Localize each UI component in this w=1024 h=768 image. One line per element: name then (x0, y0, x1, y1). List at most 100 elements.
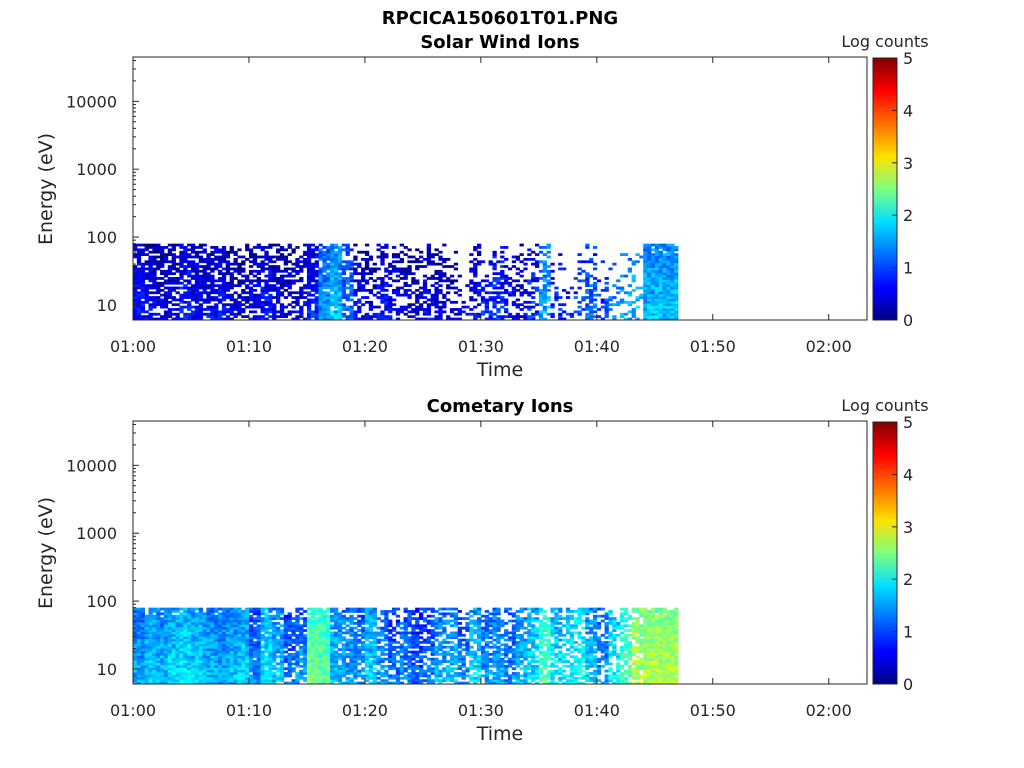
heatmap-cell (167, 657, 173, 661)
heatmap-cell (666, 269, 671, 273)
heatmap-cell (376, 633, 381, 637)
heatmap-cell (434, 679, 439, 683)
heatmap-cell (152, 246, 157, 249)
heatmap-cell (264, 641, 269, 644)
heatmap-cell (144, 652, 149, 656)
heatmap-cell (341, 657, 346, 661)
heatmap-cell (364, 281, 370, 285)
heatmap-cell (446, 650, 451, 654)
heatmap-cell (175, 267, 180, 271)
heatmap-cell (647, 260, 652, 264)
heatmap-cell (353, 669, 358, 673)
heatmap-cell (372, 681, 377, 685)
heatmap-cell (380, 657, 385, 661)
heatmap-cell (310, 288, 316, 292)
heatmap-cell (264, 286, 269, 290)
heatmap-cell (333, 267, 339, 271)
heatmap-cell (407, 664, 412, 668)
heatmap-cell (330, 296, 335, 299)
heatmap-cell (666, 246, 671, 249)
heatmap-cell (419, 645, 424, 649)
heatmap-cell (457, 672, 462, 675)
heatmap-cell (268, 681, 273, 685)
heatmap-cell (241, 617, 246, 620)
heatmap-cell (276, 269, 281, 273)
heatmap-cell (237, 676, 242, 680)
heatmap-cell (388, 645, 393, 649)
heatmap-cell (627, 293, 633, 297)
heatmap-cell (326, 614, 331, 618)
heatmap-cell (469, 662, 474, 666)
heatmap-cell (306, 279, 312, 283)
heatmap-cell (136, 303, 142, 307)
heatmap-cell (260, 255, 265, 259)
heatmap-cell (364, 660, 370, 663)
heatmap-cell (279, 660, 285, 663)
heatmap-cell (133, 636, 138, 640)
heatmap-cell (295, 300, 300, 304)
heatmap-cell (163, 274, 169, 278)
heatmap-cell (477, 617, 482, 620)
heatmap-cell (368, 277, 374, 280)
heatmap-cell (163, 664, 169, 668)
heatmap-cell (434, 315, 439, 319)
heatmap-cell (198, 312, 203, 316)
heatmap-cell (140, 672, 145, 675)
heatmap-cell (187, 669, 192, 673)
heatmap-cell (438, 255, 443, 259)
heatmap-cell (473, 246, 478, 249)
heatmap-cell (399, 672, 404, 675)
heatmap-cell (160, 676, 165, 680)
heatmap-cell (542, 293, 547, 297)
heatmap-cell (310, 669, 316, 673)
heatmap-cell (662, 293, 667, 297)
heatmap-cell (202, 636, 207, 640)
heatmap-cell (314, 305, 319, 309)
heatmap-cell (233, 662, 238, 666)
heatmap-cell (438, 660, 443, 663)
heatmap-cell (469, 279, 474, 283)
heatmap-cell (152, 262, 157, 266)
heatmap-cell (419, 617, 424, 620)
heatmap-cell (492, 676, 497, 680)
heatmap-cell (519, 260, 524, 264)
heatmap-cell (276, 298, 281, 302)
heatmap-cell (133, 269, 138, 273)
heatmap-cell (550, 303, 555, 307)
heatmap-cell (654, 291, 660, 295)
heatmap-cell (252, 303, 258, 307)
heatmap-cell (279, 281, 285, 285)
heatmap-cell (299, 277, 304, 280)
heatmap-cell (345, 648, 350, 651)
heatmap-cell (245, 284, 250, 287)
heatmap-cell (415, 260, 420, 264)
heatmap-cell (167, 265, 173, 268)
heatmap-cell (260, 260, 265, 264)
heatmap-cell (592, 246, 598, 249)
heatmap-cell (198, 296, 203, 299)
heatmap-cell (477, 621, 482, 625)
heatmap-cell (268, 664, 273, 668)
heatmap-cell (388, 284, 393, 287)
heatmap-cell (484, 674, 489, 678)
heatmap-cell (384, 305, 389, 309)
heatmap-cell (353, 657, 358, 661)
heatmap-cell (221, 679, 227, 683)
heatmap-cell (337, 253, 343, 256)
heatmap-cell (585, 308, 590, 311)
heatmap-cell (279, 672, 285, 675)
heatmap-cell (504, 310, 509, 314)
heatmap-cell (237, 674, 242, 678)
heatmap-cell (395, 672, 401, 675)
heatmap-cell (403, 626, 408, 630)
heatmap-cell (218, 636, 223, 640)
heatmap-cell (650, 310, 656, 314)
heatmap-cell (492, 298, 497, 302)
heatmap-cell (318, 641, 323, 644)
heatmap-cell (272, 655, 277, 659)
heatmap-cell (426, 648, 432, 651)
heatmap-cell (419, 303, 424, 307)
heatmap-cell (310, 621, 316, 625)
heatmap-cell (314, 679, 319, 683)
heatmap-cell (144, 621, 149, 625)
